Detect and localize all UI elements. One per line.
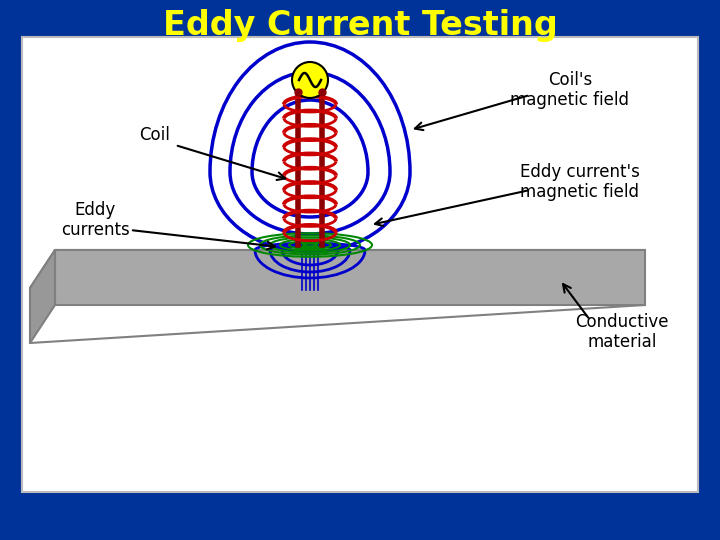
Polygon shape bbox=[55, 250, 645, 305]
Text: Eddy
currents: Eddy currents bbox=[60, 200, 130, 239]
Polygon shape bbox=[30, 250, 55, 343]
Circle shape bbox=[292, 62, 328, 98]
Text: Eddy current's
magnetic field: Eddy current's magnetic field bbox=[520, 163, 640, 201]
Polygon shape bbox=[30, 250, 645, 288]
FancyBboxPatch shape bbox=[22, 37, 698, 492]
Text: Coil: Coil bbox=[140, 126, 171, 144]
Text: Eddy Current Testing: Eddy Current Testing bbox=[163, 9, 557, 42]
Text: Conductive
material: Conductive material bbox=[575, 313, 669, 352]
Text: Coil's
magnetic field: Coil's magnetic field bbox=[510, 71, 629, 110]
